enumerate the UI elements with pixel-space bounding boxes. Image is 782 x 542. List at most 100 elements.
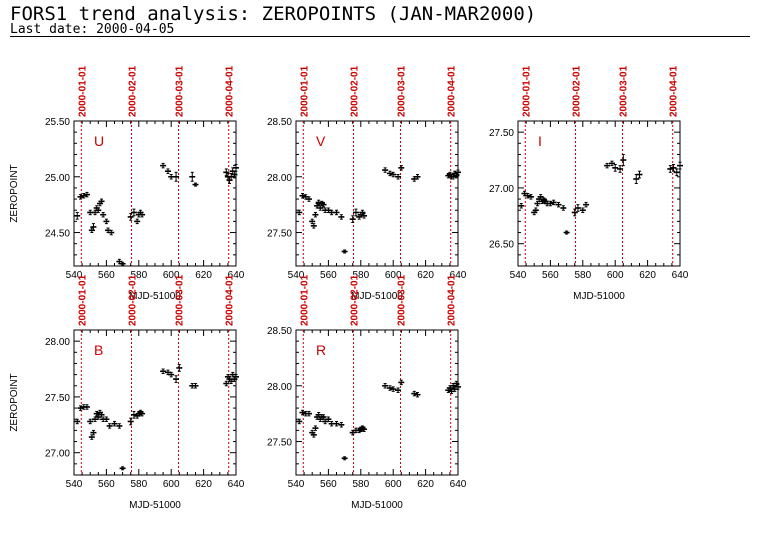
data-point xyxy=(103,416,110,422)
data-point xyxy=(574,204,581,212)
date-marker-label: 2000-03-01 xyxy=(174,274,185,326)
data-point xyxy=(349,215,356,223)
data-point xyxy=(571,208,578,217)
data-point xyxy=(309,218,316,225)
data-point xyxy=(90,223,97,231)
x-tick-label: 540 xyxy=(66,270,83,281)
data-point xyxy=(518,203,525,209)
data-point xyxy=(677,161,683,170)
y-axis-label: ZEROPOINT xyxy=(9,164,20,222)
date-marker-label: 2000-04-01 xyxy=(225,65,236,117)
x-tick-label: 560 xyxy=(320,270,337,281)
data-point xyxy=(446,385,453,391)
x-tick-label: 580 xyxy=(130,479,147,490)
x-tick-label: 620 xyxy=(195,270,212,281)
data-point xyxy=(579,207,586,213)
band-label: I xyxy=(538,133,542,149)
data-point xyxy=(453,380,460,387)
data-point xyxy=(341,456,348,461)
chart-panel-i: 540 560 580 600 620 640 MJD-51000 26.50 27.00 27.… xyxy=(489,65,689,302)
data-point xyxy=(164,168,171,174)
x-tick-label: 540 xyxy=(288,270,305,281)
data-point xyxy=(119,466,126,471)
x-tick-label: 620 xyxy=(417,479,434,490)
data-point xyxy=(100,211,107,218)
data-point xyxy=(527,194,534,200)
data-point xyxy=(547,200,554,207)
data-point xyxy=(670,164,677,172)
data-point xyxy=(455,384,461,390)
data-point xyxy=(130,410,137,419)
data-point xyxy=(411,390,418,397)
data-point xyxy=(103,218,110,225)
data-point xyxy=(382,383,389,389)
x-tick-label: 640 xyxy=(228,479,245,490)
date-marker-label: 2000-01-01 xyxy=(299,274,310,326)
date-marker-label: 2000-03-01 xyxy=(174,65,185,117)
data-point xyxy=(338,422,345,428)
data-point xyxy=(317,205,324,211)
data-point xyxy=(90,429,97,436)
data-point xyxy=(333,209,340,216)
data-point xyxy=(583,201,590,208)
x-tick-label: 580 xyxy=(130,270,147,281)
data-point xyxy=(555,201,562,208)
data-point xyxy=(173,171,180,182)
x-tick-label: 560 xyxy=(542,270,559,281)
x-tick-label: 640 xyxy=(228,270,245,281)
data-point xyxy=(453,172,460,179)
data-point xyxy=(398,379,405,386)
date-marker-label: 2000-02-01 xyxy=(128,274,139,326)
header-divider xyxy=(10,36,750,37)
x-axis-label: MJD-51000 xyxy=(351,291,403,302)
date-marker-label: 2000-03-01 xyxy=(396,274,407,326)
y-tick-label: 28.00 xyxy=(45,337,70,348)
y-tick-label: 25.00 xyxy=(45,173,70,184)
data-point xyxy=(83,191,90,198)
data-point xyxy=(127,417,134,426)
y-tick-label: 28.50 xyxy=(267,117,292,128)
date-marker-label: 2000-01-01 xyxy=(521,65,532,117)
x-tick-label: 600 xyxy=(607,270,624,281)
data-point xyxy=(338,214,345,220)
chart-panel-r: 540 560 580 600 620 640 MJD-51000 27.50 28.00 28.… xyxy=(267,274,467,511)
data-point xyxy=(77,405,84,411)
data-point xyxy=(95,207,102,213)
data-point xyxy=(134,218,141,225)
y-tick-label: 25.50 xyxy=(45,117,70,128)
x-axis-label: MJD-51000 xyxy=(129,291,181,302)
data-point xyxy=(673,168,680,177)
y-tick-label: 24.50 xyxy=(45,229,70,240)
x-tick-label: 580 xyxy=(574,270,591,281)
y-tick-label: 27.50 xyxy=(267,438,292,449)
date-marker-label: 2000-04-01 xyxy=(447,274,458,326)
data-point xyxy=(192,182,199,187)
data-point xyxy=(390,171,397,178)
band-label: R xyxy=(316,342,326,358)
data-point xyxy=(414,174,421,180)
data-point xyxy=(382,167,389,173)
x-tick-label: 540 xyxy=(66,479,83,490)
date-marker-label: 2000-04-01 xyxy=(225,274,236,326)
data-point xyxy=(312,425,319,431)
data-point xyxy=(617,165,624,173)
data-point xyxy=(83,404,90,410)
band-label: B xyxy=(94,342,103,358)
data-point xyxy=(116,423,123,429)
data-point xyxy=(296,209,303,216)
band-label: V xyxy=(316,133,326,149)
y-tick-label: 26.50 xyxy=(489,240,514,251)
data-point xyxy=(361,426,368,432)
x-tick-label: 600 xyxy=(385,479,402,490)
x-tick-label: 560 xyxy=(98,270,115,281)
data-point xyxy=(160,162,167,169)
data-point xyxy=(299,409,306,416)
data-point xyxy=(119,261,126,266)
data-point xyxy=(333,420,340,427)
data-point xyxy=(325,416,332,422)
y-tick-label: 28.00 xyxy=(267,382,292,393)
y-tick-label: 28.50 xyxy=(267,326,292,337)
data-point xyxy=(315,199,322,206)
data-point xyxy=(74,418,81,425)
